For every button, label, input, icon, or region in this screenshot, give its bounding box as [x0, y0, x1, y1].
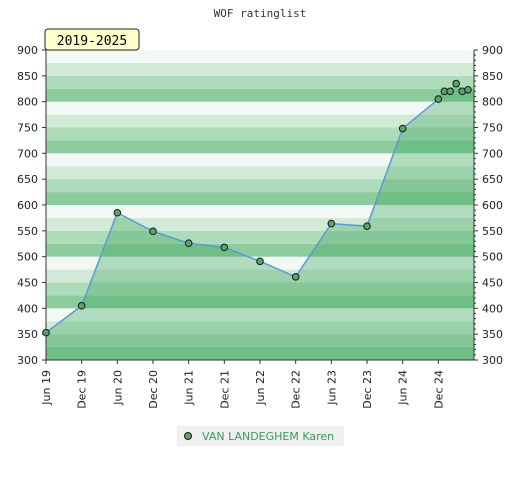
y-tick-label-left: 400: [17, 302, 38, 315]
data-point: [452, 79, 460, 88]
legend: VAN LANDEGHEM Karen: [177, 426, 344, 446]
y-tick-label-left: 850: [17, 70, 38, 83]
y-tick-label-right: 300: [482, 354, 503, 367]
y-tick-label-right: 350: [482, 328, 503, 341]
background-band: [46, 243, 474, 257]
background-band: [46, 114, 474, 128]
x-tick-label: Dec 23: [361, 370, 374, 409]
y-axis-left-ticks: 300 350 400 450 500 550 600 650 700 750 800 850 900: [17, 44, 46, 367]
x-tick-label: Jun 24: [397, 370, 410, 406]
x-tick-label: Jun 22: [254, 370, 267, 406]
period-badge-label: 2019-2025: [57, 34, 127, 49]
background-band: [46, 347, 474, 360]
y-tick-label-right: 900: [482, 44, 503, 57]
data-point: [327, 219, 336, 228]
data-point: [446, 87, 454, 96]
area-fill: [46, 83, 474, 360]
background-band: [46, 101, 474, 115]
series-area: [46, 83, 474, 360]
y-axis-right-ticks: 300 350 400 450 500 550 600 650 700 750 800 850 900: [474, 44, 503, 367]
x-tick-label: Jun 21: [183, 370, 196, 406]
data-point: [256, 257, 264, 266]
y-tick-label-left: 650: [17, 173, 38, 186]
background-band: [46, 166, 474, 180]
y-tick-label-right: 850: [482, 70, 503, 83]
y-tick-label-left: 750: [17, 122, 38, 135]
y-tick-label-right: 550: [482, 225, 503, 238]
x-tick-label: Dec 21: [218, 370, 231, 409]
x-axis-ticks: Jun 19 Dec 19 Jun 20 Dec 20 Jun 21 Dec 21 Jun …: [40, 360, 445, 409]
background-band: [46, 127, 474, 141]
period-badge-box: [44, 28, 140, 51]
legend-marker: [184, 432, 192, 440]
data-point: [220, 243, 229, 252]
data-point: [398, 124, 407, 133]
x-tick-label: Jun 20: [111, 370, 124, 406]
y-tick-label-left: 450: [17, 277, 38, 290]
data-point: [77, 301, 86, 310]
y-tick-label-right: 650: [482, 173, 503, 186]
x-tick-label: Dec 19: [76, 370, 89, 409]
legend-series-label: VAN LANDEGHEM Karen: [202, 430, 334, 443]
background-band: [46, 153, 474, 167]
y-tick-label-right: 700: [482, 147, 503, 160]
background-band: [46, 295, 474, 309]
data-point: [434, 95, 443, 103]
series-markers: [42, 79, 472, 337]
background-band: [46, 334, 474, 348]
y-tick-label-left: 900: [17, 44, 38, 57]
y-tick-label-right: 450: [482, 277, 503, 290]
y-tick-label-right: 750: [482, 122, 503, 135]
legend-box: [177, 426, 344, 446]
background-band: [46, 140, 474, 154]
data-point: [363, 222, 371, 230]
background-band: [46, 192, 474, 205]
y-tick-label-left: 300: [17, 354, 38, 367]
y-tick-label-left: 600: [17, 199, 38, 212]
y-tick-label-left: 500: [17, 251, 38, 264]
y-tick-label-left: 550: [17, 225, 38, 238]
data-point: [42, 328, 50, 337]
y-tick-label-right: 500: [482, 251, 503, 264]
background-band: [46, 282, 474, 296]
x-tick-label: Dec 20: [147, 370, 160, 409]
background-bands: [46, 50, 474, 360]
background-band: [46, 321, 474, 335]
background-band: [46, 269, 474, 283]
y-tick-label-right: 400: [482, 302, 503, 315]
y-tick-label-left: 700: [17, 147, 38, 160]
background-band: [46, 50, 474, 63]
chart-title: WOF ratinglist: [214, 7, 307, 20]
x-tick-label: Dec 24: [432, 370, 445, 409]
data-point: [149, 227, 157, 236]
y-tick-label-left: 800: [17, 96, 38, 109]
y-tick-label-right: 800: [482, 96, 503, 109]
data-point: [184, 239, 193, 248]
x-tick-label: Dec 22: [290, 370, 303, 409]
period-badge: 2019-2025: [44, 28, 140, 51]
background-band: [46, 62, 474, 76]
y-tick-label-left: 350: [17, 328, 38, 341]
background-band: [46, 308, 474, 322]
x-tick-label: Jun 23: [325, 370, 338, 406]
background-band: [46, 88, 474, 102]
y-tick-label-right: 600: [482, 199, 503, 212]
background-band: [46, 179, 474, 193]
data-point: [464, 85, 472, 94]
data-point: [113, 208, 122, 217]
x-tick-label: Jun 19: [40, 370, 53, 406]
background-band: [46, 205, 474, 218]
background-band: [46, 75, 474, 89]
data-point: [291, 273, 300, 281]
